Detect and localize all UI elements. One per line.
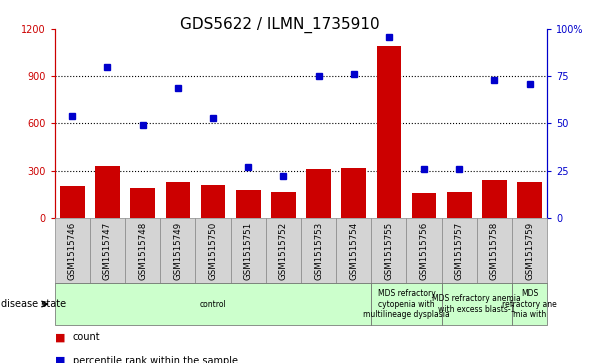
Text: GSM1515747: GSM1515747 (103, 221, 112, 280)
Bar (342, 168, 366, 218)
Bar (165, 182, 190, 218)
Text: GSM1515748: GSM1515748 (138, 221, 147, 280)
Text: ■: ■ (55, 332, 65, 342)
Bar (376, 46, 401, 218)
Text: GSM1515754: GSM1515754 (349, 221, 358, 280)
Bar (236, 190, 260, 218)
Text: GSM1515752: GSM1515752 (279, 221, 288, 280)
Text: GSM1515751: GSM1515751 (244, 221, 253, 280)
Bar (130, 188, 155, 218)
Bar (482, 180, 506, 218)
Text: ■: ■ (55, 356, 65, 363)
Bar (60, 186, 85, 218)
Bar (306, 169, 331, 218)
Bar (412, 193, 437, 218)
Bar (201, 185, 226, 218)
Text: GSM1515746: GSM1515746 (68, 221, 77, 280)
Text: GSM1515749: GSM1515749 (173, 221, 182, 280)
Text: GSM1515756: GSM1515756 (420, 221, 429, 280)
Text: GSM1515750: GSM1515750 (209, 221, 218, 280)
Bar (447, 192, 472, 218)
Text: count: count (73, 332, 100, 342)
Text: control: control (199, 299, 226, 309)
Bar (517, 182, 542, 218)
Text: MDS refractory anemia
with excess blasts-1: MDS refractory anemia with excess blasts… (432, 294, 521, 314)
Text: percentile rank within the sample: percentile rank within the sample (73, 356, 238, 363)
Text: GSM1515759: GSM1515759 (525, 221, 534, 280)
Text: GSM1515757: GSM1515757 (455, 221, 464, 280)
Text: GSM1515753: GSM1515753 (314, 221, 323, 280)
Text: GSM1515755: GSM1515755 (384, 221, 393, 280)
Text: MDS
refractory ane
mia with: MDS refractory ane mia with (502, 289, 557, 319)
Text: disease state: disease state (1, 299, 66, 309)
Text: GDS5622 / ILMN_1735910: GDS5622 / ILMN_1735910 (180, 16, 379, 33)
Bar (95, 166, 120, 218)
Bar (271, 192, 295, 218)
Text: MDS refractory
cytopenia with
multilineage dysplasia: MDS refractory cytopenia with multilinea… (363, 289, 450, 319)
Text: GSM1515758: GSM1515758 (490, 221, 499, 280)
